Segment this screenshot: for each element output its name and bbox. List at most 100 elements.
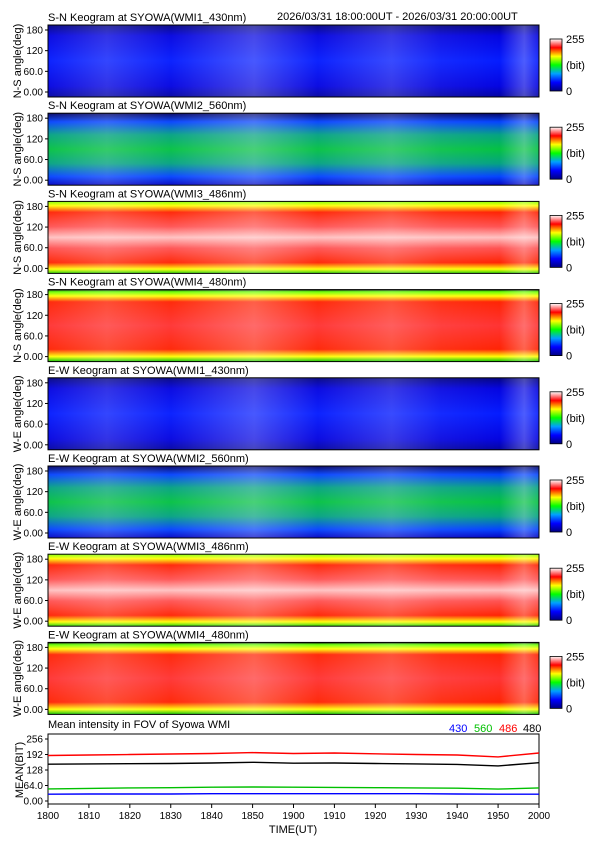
colorbar-min-label: 0 bbox=[566, 439, 572, 451]
colorbar-max-label: 255 bbox=[566, 299, 584, 311]
keogram-ytick-label: 180 bbox=[26, 290, 43, 301]
chart-axes: 1800 1810 1820 1830 1840 1850 1900 1910 1920 1930… bbox=[24, 733, 551, 822]
series-line-430 bbox=[47, 793, 539, 795]
keogram-ytick-label: 60.0 bbox=[24, 420, 44, 431]
colorbar-unit-label: (bit) bbox=[566, 60, 585, 72]
keogram-panel: S-N Keogram at SYOWA(WMI2_560nm) 0.00 60.0… bbox=[12, 100, 585, 187]
chart-xtick-label: 1830 bbox=[160, 811, 183, 822]
keogram-ytick-label: 0.00 bbox=[24, 440, 44, 451]
chart-title: Mean intensity in FOV of Syowa WMI bbox=[48, 719, 230, 731]
keogram-frame bbox=[47, 24, 540, 98]
keogram-title: E-W Keogram at SYOWA(WMI1_430nm) bbox=[48, 365, 249, 377]
chart-legend: 430 560 486 480 bbox=[449, 723, 541, 735]
chart-ytick-label: 192 bbox=[26, 750, 43, 761]
colorbar-unit-label: (bit) bbox=[566, 677, 585, 689]
colorbar-unit-label: (bit) bbox=[566, 501, 585, 513]
keogram-ylabel: N-S angle(deg) bbox=[12, 112, 24, 187]
keogram-variation-overlay bbox=[48, 554, 539, 627]
keogram-ytick-label: 0.00 bbox=[24, 529, 44, 540]
colorbar-unit-label: (bit) bbox=[566, 236, 585, 248]
keogram-ytick-label: 0.00 bbox=[24, 88, 44, 99]
chart-xtick-label: 1840 bbox=[201, 811, 224, 822]
keogram-frame bbox=[47, 641, 540, 715]
keogram-ytick-label: 180 bbox=[26, 202, 43, 213]
keogram-ytick-label: 0.00 bbox=[24, 176, 44, 187]
keogram-ytick-label: 60.0 bbox=[24, 155, 44, 166]
colorbar bbox=[549, 656, 563, 709]
keogram-title: E-W Keogram at SYOWA(WMI2_560nm) bbox=[48, 453, 249, 465]
keogram-ylabel: N-S angle(deg) bbox=[12, 288, 24, 363]
chart-xtick-label: 1850 bbox=[241, 811, 264, 822]
keogram-ytick-label: 120 bbox=[26, 46, 43, 57]
legend-430: 430 bbox=[449, 723, 467, 735]
keogram-ylabel: W-E angle(deg) bbox=[12, 375, 24, 452]
keogram-title: E-W Keogram at SYOWA(WMI4_480nm) bbox=[48, 629, 249, 641]
keogram-variation-overlay bbox=[48, 466, 539, 538]
colorbar-min-label: 0 bbox=[566, 351, 572, 363]
keogram-ytick-label: 180 bbox=[26, 378, 43, 389]
chart-ytick-label: 0.00 bbox=[24, 797, 44, 808]
keogram-ytick-label: 180 bbox=[26, 467, 43, 478]
keogram-ytick-label: 60.0 bbox=[24, 596, 44, 607]
colorbar-max-label: 255 bbox=[566, 475, 584, 487]
keogram-title: S-N Keogram at SYOWA(WMI4_480nm) bbox=[48, 277, 246, 289]
keogram-ytick-label: 120 bbox=[26, 487, 43, 498]
colorbar-unit-label: (bit) bbox=[566, 589, 585, 601]
keogram-ylabel: W-E angle(deg) bbox=[12, 552, 24, 629]
keogram-ytick-label: 180 bbox=[26, 114, 43, 125]
chart-ytick-label: 64.0 bbox=[24, 781, 44, 792]
keogram-ytick-label: 120 bbox=[26, 575, 43, 586]
keogram-variation-overlay bbox=[48, 642, 539, 715]
keogram-frame bbox=[47, 553, 540, 627]
keogram-ytick-label: 120 bbox=[26, 664, 43, 675]
keogram-ytick-label: 180 bbox=[26, 26, 43, 37]
colorbar-max-label: 255 bbox=[566, 34, 584, 46]
keogram-title: S-N Keogram at SYOWA(WMI1_430nm) bbox=[48, 12, 246, 24]
colorbar bbox=[549, 479, 563, 533]
chart-xtick-label: 1810 bbox=[78, 811, 101, 822]
colorbar bbox=[549, 38, 563, 92]
series-line-480 bbox=[47, 761, 540, 767]
colorbar-min-label: 0 bbox=[566, 86, 572, 98]
colorbar bbox=[549, 303, 563, 357]
chart-xtick-label: 1920 bbox=[364, 811, 387, 822]
keogram-panel: S-N Keogram at SYOWA(WMI4_480nm) 0.00 60.0… bbox=[12, 277, 585, 364]
keogram-panel: E-W Keogram at SYOWA(WMI3_486nm) 0.00 60.0… bbox=[12, 541, 585, 628]
keogram-ytick-label: 180 bbox=[26, 643, 43, 654]
keogram-ytick-label: 120 bbox=[26, 223, 43, 234]
colorbar-max-label: 255 bbox=[566, 563, 584, 575]
colorbar bbox=[549, 126, 563, 180]
chart-y-axis-label: MEAN(BIT) bbox=[14, 742, 26, 798]
keogram-ylabel: N-S angle(deg) bbox=[12, 200, 24, 275]
keogram-frame bbox=[47, 200, 540, 274]
keogram-ylabel: W-E angle(deg) bbox=[12, 640, 24, 717]
chart-xtick-label: 1820 bbox=[119, 811, 142, 822]
keogram-ylabel: N-S angle(deg) bbox=[12, 24, 24, 99]
keogram-variation-overlay bbox=[48, 201, 539, 274]
keogram-title: S-N Keogram at SYOWA(WMI3_486nm) bbox=[48, 188, 246, 200]
colorbar-min-label: 0 bbox=[566, 615, 572, 627]
time-range-header: 2026/03/31 18:00:00UT - 2026/03/31 20:00… bbox=[277, 11, 518, 23]
mean-intensity-chart: Mean intensity in FOV of Syowa WMI 430 5… bbox=[14, 719, 551, 836]
keogram-ytick-label: 120 bbox=[26, 311, 43, 322]
colorbar-min-label: 0 bbox=[566, 174, 572, 186]
keogram-title: E-W Keogram at SYOWA(WMI3_486nm) bbox=[48, 541, 249, 553]
colorbar-unit-label: (bit) bbox=[566, 148, 585, 160]
keogram-variation-overlay bbox=[48, 25, 539, 97]
keogram-ytick-label: 60.0 bbox=[24, 331, 44, 342]
colorbar bbox=[549, 214, 563, 268]
colorbar-max-label: 255 bbox=[566, 122, 584, 134]
colorbar-unit-label: (bit) bbox=[566, 325, 585, 337]
chart-ytick-label: 128 bbox=[26, 766, 43, 777]
chart-xtick-label: 1800 bbox=[37, 811, 60, 822]
series-line-560 bbox=[47, 786, 540, 790]
chart-lines bbox=[47, 751, 540, 795]
series-line-486 bbox=[47, 751, 540, 758]
legend-486: 486 bbox=[499, 723, 517, 735]
keogram-ylabel: W-E angle(deg) bbox=[12, 464, 24, 541]
colorbar-unit-label: (bit) bbox=[566, 413, 585, 425]
colorbar-min-label: 0 bbox=[566, 262, 572, 274]
chart-x-axis-label: TIME(UT) bbox=[269, 824, 317, 836]
keogram-ytick-label: 0.00 bbox=[24, 352, 44, 363]
keogram-panel: S-N Keogram at SYOWA(WMI3_486nm) 0.00 60.0… bbox=[12, 188, 585, 275]
